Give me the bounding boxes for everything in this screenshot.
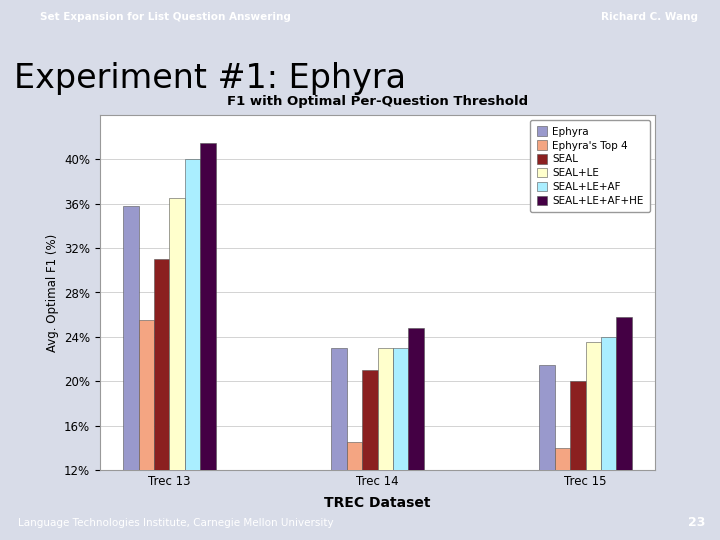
Bar xyxy=(169,198,185,540)
Text: Language Technologies Institute, Carnegie Mellon University: Language Technologies Institute, Carnegi… xyxy=(18,517,333,528)
Bar xyxy=(200,143,215,540)
Text: Set Expansion for List Question Answering: Set Expansion for List Question Answerin… xyxy=(40,12,290,23)
Bar xyxy=(570,381,585,540)
Bar xyxy=(616,317,632,540)
Legend: Ephyra, Ephyra's Top 4, SEAL, SEAL+LE, SEAL+LE+AF, SEAL+LE+AF+HE: Ephyra, Ephyra's Top 4, SEAL, SEAL+LE, S… xyxy=(531,120,649,212)
Text: Experiment #1: Ephyra: Experiment #1: Ephyra xyxy=(14,63,406,96)
Title: F1 with Optimal Per-Question Threshold: F1 with Optimal Per-Question Threshold xyxy=(227,95,528,109)
Bar xyxy=(154,259,169,540)
Bar xyxy=(555,448,570,540)
Bar xyxy=(393,348,408,540)
Bar xyxy=(331,348,346,540)
Bar xyxy=(585,342,601,540)
Bar xyxy=(408,328,424,540)
Bar xyxy=(123,206,138,540)
Bar xyxy=(362,370,377,540)
Bar xyxy=(185,159,200,540)
Bar xyxy=(346,442,362,540)
Y-axis label: Avg. Optimal F1 (%): Avg. Optimal F1 (%) xyxy=(45,233,58,352)
Bar xyxy=(377,348,393,540)
Text: Richard C. Wang: Richard C. Wang xyxy=(601,12,698,23)
Bar xyxy=(601,337,616,540)
Text: 23: 23 xyxy=(688,516,705,529)
X-axis label: TREC Dataset: TREC Dataset xyxy=(324,496,431,510)
Bar xyxy=(138,320,154,540)
Bar xyxy=(539,364,555,540)
